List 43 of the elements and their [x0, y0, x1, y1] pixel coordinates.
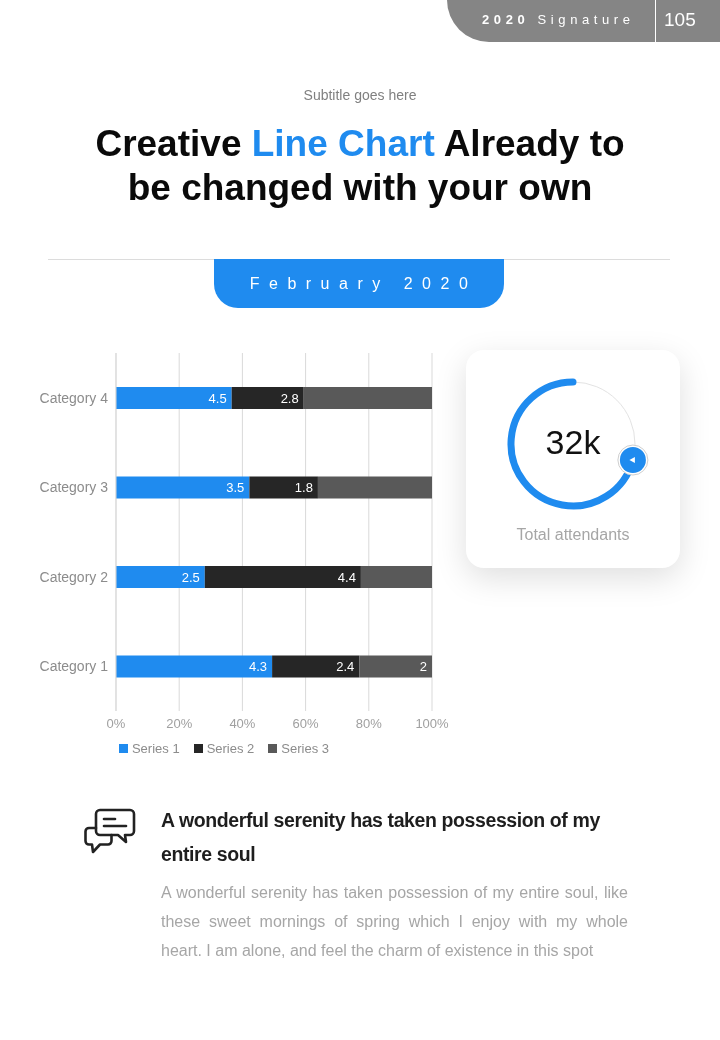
text: A wonderful serenity has taken possession of my entire soul [161, 808, 601, 867]
annotation: 4.3 [249, 659, 268, 674]
text: February 2020 [248, 274, 478, 293]
chart-subtitle: Subtitle goes here [302, 87, 418, 103]
x-tick-label: 0% [106, 716, 126, 732]
legend-label: Series 3 [280, 741, 330, 756]
chart-title: Creative Line Chart Already to be changed with your own [95, 123, 625, 208]
bar [204, 566, 361, 588]
bar [116, 387, 232, 409]
annotation: 4.4 [337, 569, 356, 585]
x-tick-label: 40% [229, 716, 256, 732]
annotation: 3.5 [226, 480, 245, 495]
y-tick-label: Category 1 [39, 658, 109, 675]
annotation: 4.5 [208, 390, 227, 406]
bar [303, 387, 432, 409]
bar [360, 566, 432, 588]
annotation: 2.5 [181, 569, 200, 585]
y-tick-label: Category 2 [39, 568, 109, 585]
bar [116, 476, 250, 499]
annotation: 2 [419, 659, 427, 674]
x-tick-label: 80% [355, 716, 383, 732]
bar [249, 476, 318, 499]
legend-label: Series 2 [205, 741, 255, 756]
x-tick-label: 100% [415, 716, 450, 732]
text: Total attendants [515, 526, 631, 544]
y-tick-label: Category 4 [39, 389, 109, 406]
legend-label: Series 1 [130, 741, 180, 756]
x-tick-label: 60% [292, 716, 320, 732]
text: 32k [544, 423, 602, 462]
text: 2020 Signature [482, 12, 635, 27]
annotation: 2.4 [336, 659, 355, 674]
x-tick-label: 20% [166, 716, 193, 732]
text: A wonderful serenity has taken possession of my entire soul, like these sweet mornings of spring which I enjoy with my whole heart. I am alone, and feel the charm of existence in this spot [161, 883, 628, 961]
bar [272, 655, 360, 678]
annotation: 1.8 [294, 480, 313, 495]
bar [317, 476, 432, 499]
bar [231, 387, 304, 409]
bar [116, 566, 205, 588]
y-tick-label: Category 3 [39, 479, 109, 496]
bar [359, 655, 432, 678]
bar [116, 655, 273, 678]
text: 105 [664, 9, 696, 31]
annotation: 2.8 [280, 390, 299, 406]
